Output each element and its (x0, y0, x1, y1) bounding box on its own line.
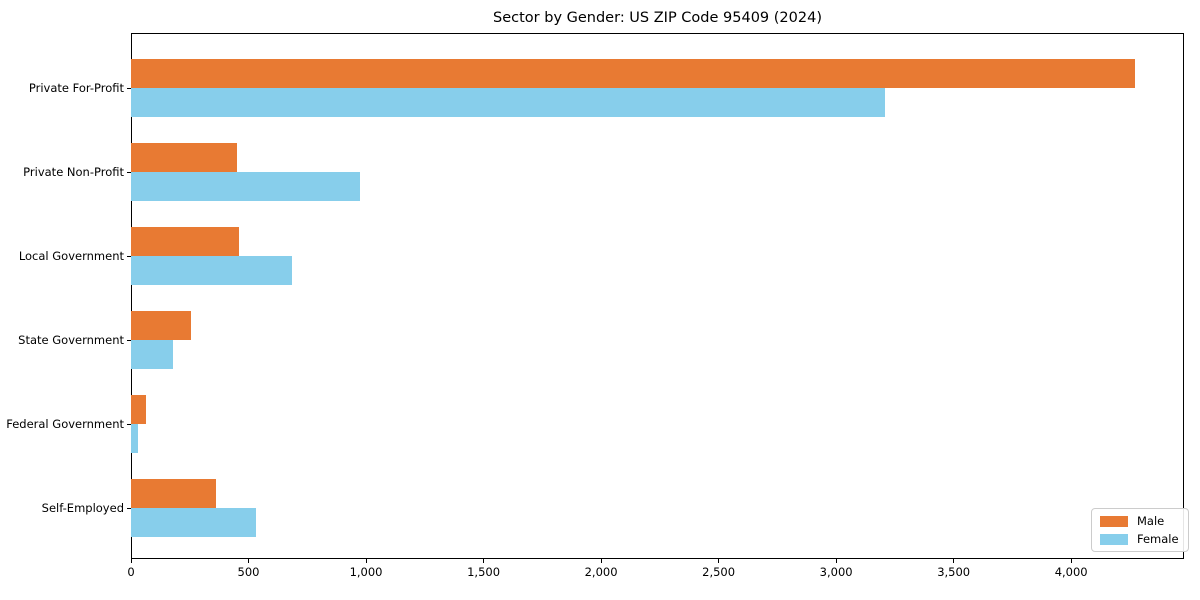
x-tick-label-0: 0 (127, 565, 135, 579)
y-axis-label-private-non-profit: Private Non-Profit (23, 165, 124, 179)
bar-male-federal-government (131, 395, 147, 424)
bar-male-private-for-profit (131, 59, 1135, 88)
bar-female-local-government (131, 256, 292, 285)
legend-entry-female: Female (1100, 533, 1179, 545)
x-tick-2500 (718, 559, 720, 563)
legend-label-male: Male (1137, 514, 1165, 528)
x-tick-1500 (483, 559, 485, 563)
x-tick-label-4000: 4,000 (1054, 565, 1088, 579)
x-tick-label-1000: 1,000 (349, 565, 383, 579)
x-tick-label-2000: 2,000 (584, 565, 618, 579)
y-axis-label-self-employed: Self-Employed (41, 501, 124, 515)
x-tick-label-500: 500 (237, 565, 260, 579)
legend-swatch-male-icon (1100, 515, 1128, 527)
y-tick-private-for-profit (127, 88, 131, 89)
x-tick-4000 (1070, 559, 1072, 563)
bar-male-self-employed (131, 479, 216, 508)
y-axis-label-local-government: Local Government (18, 249, 124, 263)
bar-female-self-employed (131, 508, 256, 537)
y-tick-local-government (127, 256, 131, 257)
bar-female-private-non-profit (131, 172, 361, 201)
y-axis-label-federal-government: Federal Government (6, 417, 124, 431)
x-tick-label-2500: 2,500 (702, 565, 736, 579)
y-tick-state-government (127, 340, 131, 341)
legend-swatch-female-icon (1100, 533, 1128, 545)
x-tick-2000 (600, 559, 602, 563)
x-tick-label-3000: 3,000 (819, 565, 853, 579)
y-axis-label-state-government: State Government (18, 333, 124, 347)
bar-female-federal-government (131, 424, 139, 453)
bar-female-state-government (131, 340, 174, 369)
y-tick-self-employed (127, 508, 131, 509)
x-tick-1000 (365, 559, 367, 563)
bar-female-private-for-profit (131, 88, 886, 117)
x-tick-0 (130, 559, 132, 563)
legend: Male Female (1091, 508, 1189, 552)
plot-area (131, 33, 1184, 559)
x-tick-label-1500: 1,500 (467, 565, 501, 579)
y-tick-federal-government (127, 424, 131, 425)
y-axis-label-private-for-profit: Private For-Profit (28, 81, 124, 95)
x-tick-label-3500: 3,500 (937, 565, 971, 579)
bar-male-state-government (131, 311, 191, 340)
legend-label-female: Female (1137, 532, 1179, 546)
chart-title: Sector by Gender: US ZIP Code 95409 (202… (493, 10, 822, 26)
x-tick-3000 (835, 559, 837, 563)
legend-entry-male: Male (1100, 515, 1179, 527)
y-tick-private-non-profit (127, 172, 131, 173)
bar-male-local-government (131, 227, 240, 256)
bar-male-private-non-profit (131, 143, 237, 172)
x-tick-3500 (953, 559, 955, 563)
x-tick-500 (248, 559, 250, 563)
